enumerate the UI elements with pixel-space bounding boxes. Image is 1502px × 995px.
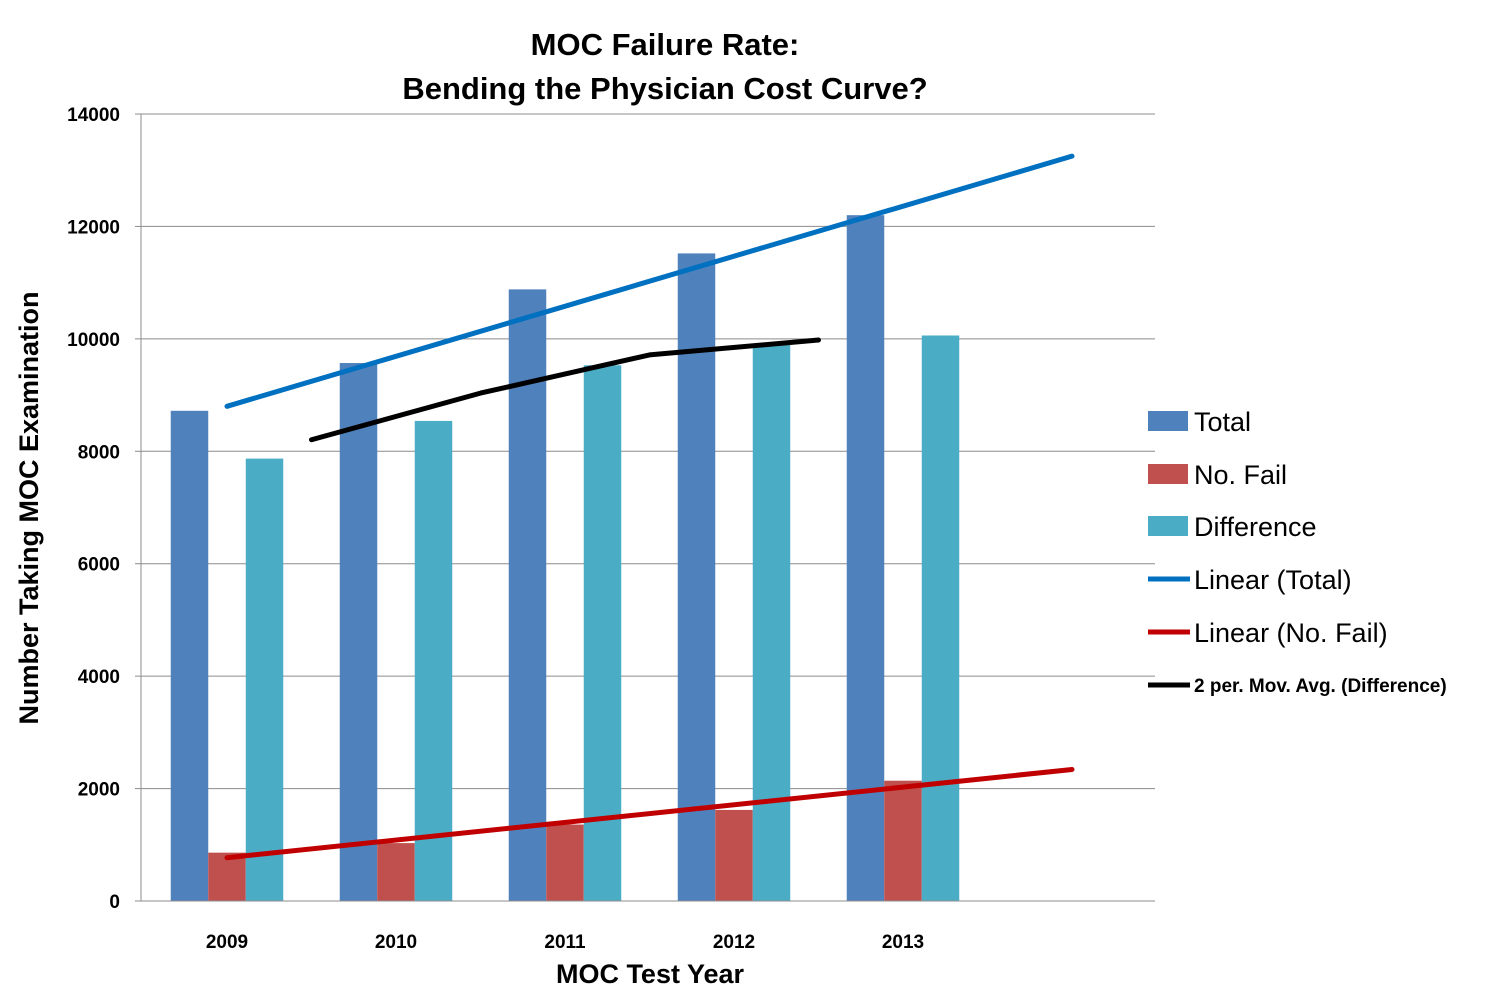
y-tick-label-0: 0 <box>109 892 120 913</box>
y-tick-label-2000: 2000 <box>78 780 120 801</box>
legend-label-2-per-mov-avg-difference: 2 per. Mov. Avg. (Difference) <box>1194 676 1447 697</box>
x-tick-label-2012: 2012 <box>713 932 755 953</box>
x-axis-ticks: 2009 2010 2011 2012 2013 <box>206 932 924 953</box>
bar-difference-2012 <box>752 344 791 901</box>
legend-swatch-total <box>1148 411 1188 431</box>
y-axis-ticks: 0 2000 4000 6000 8000 10000 12000 14000 <box>67 105 141 913</box>
gridlines <box>141 113 1155 790</box>
trendline-linear-total- <box>224 153 1075 409</box>
legend: Total No. Fail Difference Linear (Total) Lin… <box>1148 407 1447 697</box>
legend-label-linear-no-fail: Linear (No. Fail) <box>1194 618 1388 648</box>
x-tick-label-2011: 2011 <box>544 932 586 953</box>
y-tick-label-10000: 10000 <box>67 330 120 351</box>
legend-label-total: Total <box>1194 407 1251 437</box>
bar-total-2011 <box>508 289 547 902</box>
y-tick-label-14000: 14000 <box>67 105 120 126</box>
x-tick-label-2010: 2010 <box>375 932 417 953</box>
y-tick-label-6000: 6000 <box>78 555 120 576</box>
bar-total-2010 <box>339 363 378 901</box>
x-axis-label: MOC Test Year <box>556 959 745 989</box>
axes <box>140 114 1155 902</box>
bar-total-2009 <box>170 410 209 901</box>
chart-title-line-2: Bending the Physician Cost Curve? <box>402 71 927 106</box>
y-tick-label-4000: 4000 <box>78 667 120 688</box>
bar-difference-2011 <box>583 365 622 902</box>
bar-no-fail-2012 <box>715 809 753 901</box>
x-tick-label-2013: 2013 <box>882 932 924 953</box>
bar-no-fail-2010 <box>377 843 415 901</box>
legend-label-no-fail: No. Fail <box>1194 460 1287 490</box>
y-tick-label-8000: 8000 <box>78 442 120 463</box>
y-axis-label: Number Taking MOC Examination <box>14 291 44 724</box>
legend-swatch-difference <box>1148 516 1188 536</box>
legend-swatch-no-fail <box>1148 464 1188 484</box>
bars <box>170 215 960 902</box>
trendline-linear-no-fail- <box>224 766 1075 861</box>
legend-label-linear-total: Linear (Total) <box>1194 565 1352 595</box>
x-tick-label-2009: 2009 <box>206 932 248 953</box>
bar-no-fail-2009 <box>208 852 246 901</box>
bar-total-2013 <box>846 215 885 901</box>
chart-title-line-1: MOC Failure Rate: <box>531 27 800 62</box>
trendline-moving-average-difference <box>309 337 821 443</box>
bar-no-fail-2013 <box>884 780 922 901</box>
legend-label-difference: Difference <box>1194 512 1317 542</box>
bar-difference-2013 <box>921 335 960 902</box>
bar-no-fail-2011 <box>546 824 584 901</box>
bar-total-2012 <box>677 253 716 901</box>
bar-difference-2010 <box>414 420 453 901</box>
bar-difference-2009 <box>245 458 284 901</box>
y-tick-label-12000: 12000 <box>67 217 120 238</box>
trendlines <box>224 153 1075 861</box>
